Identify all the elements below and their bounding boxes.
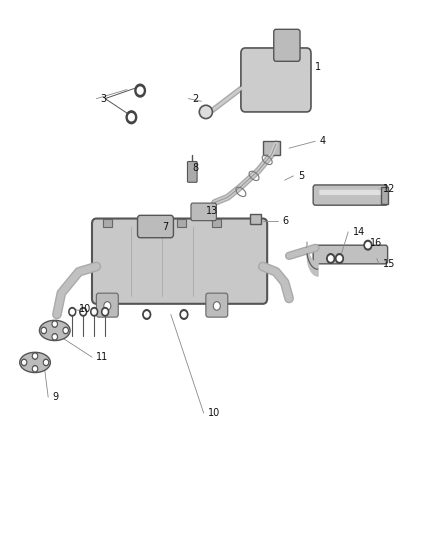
Circle shape [337, 256, 342, 261]
Ellipse shape [39, 320, 70, 341]
Circle shape [63, 327, 68, 334]
Circle shape [53, 335, 56, 338]
FancyBboxPatch shape [92, 219, 267, 304]
Circle shape [213, 302, 220, 310]
Circle shape [52, 321, 57, 327]
Bar [263, 141, 280, 155]
Circle shape [364, 240, 372, 250]
Circle shape [104, 302, 111, 310]
Circle shape [32, 366, 38, 372]
Circle shape [42, 329, 45, 332]
FancyBboxPatch shape [313, 245, 388, 264]
Bar [138, 219, 147, 227]
Text: 12: 12 [383, 184, 396, 194]
FancyBboxPatch shape [313, 185, 388, 205]
Bar [250, 214, 261, 224]
Circle shape [41, 327, 46, 334]
Text: 10: 10 [79, 304, 91, 314]
Ellipse shape [199, 106, 212, 119]
Text: 7: 7 [162, 222, 168, 231]
Circle shape [45, 361, 47, 364]
Circle shape [135, 84, 145, 97]
Bar [212, 219, 221, 227]
Circle shape [34, 367, 36, 370]
Circle shape [64, 329, 67, 332]
Circle shape [103, 310, 107, 314]
Circle shape [52, 334, 57, 340]
Text: 14: 14 [353, 227, 365, 237]
Circle shape [327, 254, 335, 263]
Circle shape [23, 361, 25, 364]
Circle shape [128, 114, 134, 121]
Ellipse shape [20, 352, 50, 373]
FancyBboxPatch shape [187, 161, 197, 182]
Text: 16: 16 [370, 238, 382, 247]
FancyArrowPatch shape [212, 87, 243, 110]
Text: 5: 5 [298, 171, 304, 181]
Circle shape [366, 243, 370, 248]
Circle shape [126, 111, 137, 124]
Circle shape [21, 359, 27, 366]
Circle shape [91, 308, 98, 316]
Circle shape [32, 353, 38, 359]
FancyBboxPatch shape [274, 29, 300, 61]
Text: 10: 10 [208, 408, 220, 418]
Circle shape [145, 312, 149, 317]
Text: 1: 1 [315, 62, 321, 71]
Text: 15: 15 [383, 259, 396, 269]
Circle shape [336, 254, 343, 263]
FancyBboxPatch shape [191, 203, 216, 221]
FancyBboxPatch shape [138, 215, 173, 238]
Text: 6: 6 [283, 216, 289, 226]
Circle shape [102, 308, 109, 316]
Text: 9: 9 [53, 392, 59, 402]
Text: 8: 8 [193, 163, 199, 173]
Text: 4: 4 [320, 136, 326, 146]
Circle shape [81, 310, 85, 314]
FancyArrowPatch shape [212, 87, 243, 110]
Text: 3: 3 [101, 94, 107, 103]
FancyBboxPatch shape [241, 48, 311, 112]
FancyBboxPatch shape [319, 190, 381, 195]
Circle shape [34, 354, 36, 358]
FancyBboxPatch shape [206, 293, 228, 317]
Circle shape [180, 310, 188, 319]
Circle shape [71, 310, 74, 314]
Circle shape [328, 256, 333, 261]
Text: 11: 11 [96, 352, 109, 362]
Circle shape [137, 87, 143, 94]
FancyBboxPatch shape [96, 293, 118, 317]
Circle shape [92, 310, 96, 314]
Bar [381, 187, 388, 204]
Circle shape [80, 308, 87, 316]
Bar [103, 219, 112, 227]
Circle shape [69, 308, 76, 316]
Circle shape [43, 359, 49, 366]
Circle shape [53, 322, 56, 326]
Text: 2: 2 [193, 94, 199, 103]
Text: 13: 13 [206, 206, 218, 215]
Circle shape [182, 312, 186, 317]
Bar [177, 219, 186, 227]
Circle shape [143, 310, 151, 319]
